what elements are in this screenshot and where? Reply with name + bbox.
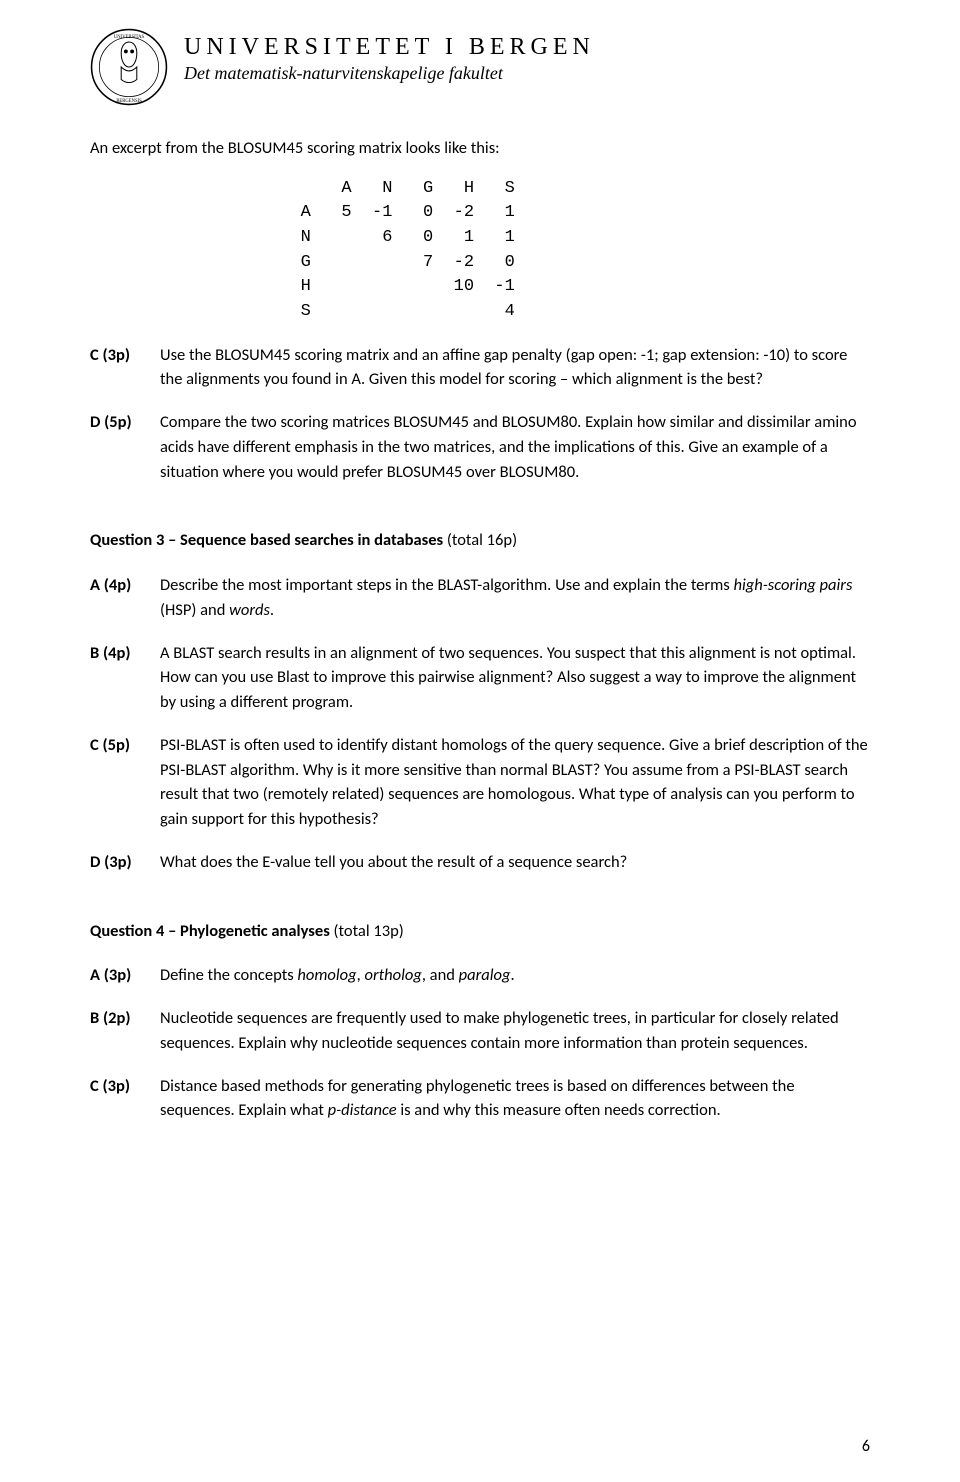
question-label: C (3p) [90, 343, 160, 368]
text-part: . [511, 965, 515, 985]
page: UNIVERSITAS BERGENSIS UNIVERSITETET I BE… [0, 0, 960, 1482]
text-part: , and [422, 965, 459, 985]
question-text: Compare the two scoring matrices BLOSUM4… [160, 410, 870, 484]
text-part: . [270, 600, 274, 620]
question-label: C (5p) [90, 733, 160, 758]
question-label: D (5p) [90, 410, 160, 435]
heading-rest: (total 16p) [443, 530, 517, 550]
text-part: Define the concepts [160, 965, 297, 985]
italic-term: high-scoring pairs [734, 575, 853, 595]
question-text: PSI-BLAST is often used to identify dist… [160, 733, 870, 832]
question-4a: A (3p) Define the concepts homolog, orth… [90, 963, 870, 988]
header-text-block: UNIVERSITETET I BERGEN Det matematisk-na… [184, 28, 595, 84]
question-text: Describe the most important steps in the… [160, 573, 870, 623]
question-text: Nucleotide sequences are frequently used… [160, 1006, 870, 1056]
question-2d: D (5p) Compare the two scoring matrices … [90, 410, 870, 484]
university-seal-icon: UNIVERSITAS BERGENSIS [90, 28, 168, 106]
page-header: UNIVERSITAS BERGENSIS UNIVERSITETET I BE… [90, 28, 870, 106]
blosum-matrix: A N G H S A 5 -1 0 -2 1 N 6 0 1 1 G 7 -2… [270, 177, 870, 325]
question-label: C (3p) [90, 1074, 160, 1099]
text-part: is and why this measure often needs corr… [397, 1100, 721, 1120]
question-4b: B (2p) Nucleotide sequences are frequent… [90, 1006, 870, 1056]
italic-term: paralog [459, 965, 511, 985]
heading-bold: Question 3 – Sequence based searches in … [90, 530, 443, 550]
text-part: Describe the most important steps in the… [160, 575, 734, 595]
question-3c: C (5p) PSI-BLAST is often used to identi… [90, 733, 870, 832]
svg-text:BERGENSIS: BERGENSIS [116, 99, 142, 104]
question-text: Use the BLOSUM45 scoring matrix and an a… [160, 343, 870, 393]
question-text: Distance based methods for generating ph… [160, 1074, 870, 1124]
question-label: B (4p) [90, 641, 160, 666]
question-text: Define the concepts homolog, ortholog, a… [160, 963, 870, 988]
question-label: B (2p) [90, 1006, 160, 1031]
heading-bold: Question 4 – Phylogenetic analyses [90, 921, 330, 941]
body: An excerpt from the BLOSUM45 scoring mat… [90, 136, 870, 1123]
italic-term: words [229, 600, 270, 620]
italic-term: ortholog [364, 965, 421, 985]
question-label: A (3p) [90, 963, 160, 988]
italic-term: p-distance [328, 1100, 397, 1120]
italic-term: homolog [297, 965, 356, 985]
question-3a: A (4p) Describe the most important steps… [90, 573, 870, 623]
heading-rest: (total 13p) [330, 921, 404, 941]
institution-name: UNIVERSITETET I BERGEN [184, 34, 595, 61]
question-3b: B (4p) A BLAST search results in an alig… [90, 641, 870, 715]
question-label: A (4p) [90, 573, 160, 598]
question-label: D (3p) [90, 850, 160, 875]
question-4c: C (3p) Distance based methods for genera… [90, 1074, 870, 1124]
intro-text: An excerpt from the BLOSUM45 scoring mat… [90, 136, 870, 161]
question-text: What does the E-value tell you about the… [160, 850, 870, 875]
page-number: 6 [862, 1437, 870, 1456]
question-text: A BLAST search results in an alignment o… [160, 641, 870, 715]
question-3d: D (3p) What does the E-value tell you ab… [90, 850, 870, 875]
faculty-name: Det matematisk-naturvitenskapelige fakul… [184, 63, 595, 84]
question-4-heading: Question 4 – Phylogenetic analyses (tota… [90, 919, 870, 944]
question-3-heading: Question 3 – Sequence based searches in … [90, 528, 870, 553]
question-2c: C (3p) Use the BLOSUM45 scoring matrix a… [90, 343, 870, 393]
svg-text:UNIVERSITAS: UNIVERSITAS [114, 35, 145, 40]
text-part: (HSP) and [160, 600, 229, 620]
